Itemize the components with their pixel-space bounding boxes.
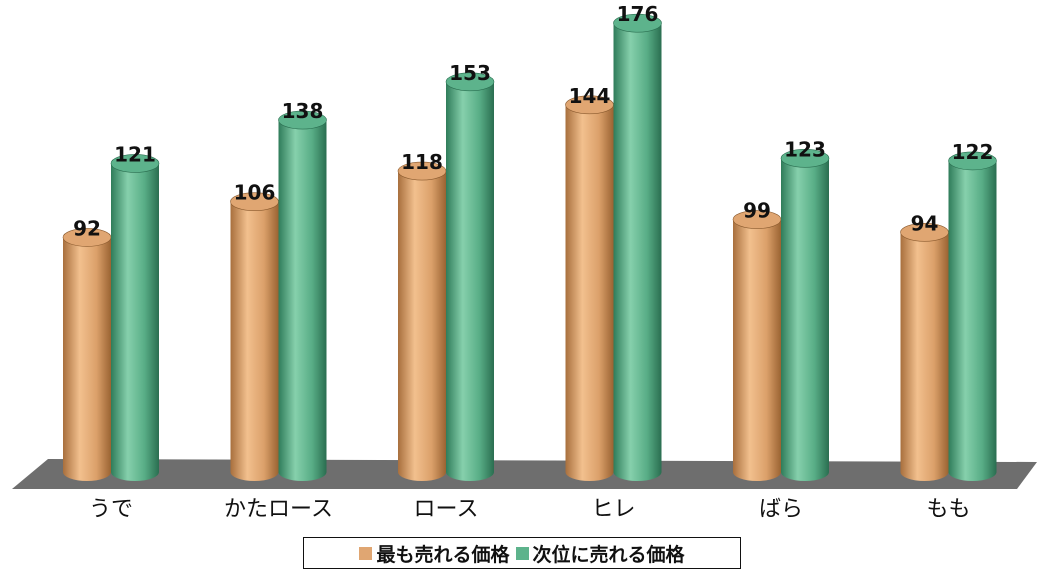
legend-item-series-1: 最も売れる価格 — [359, 540, 510, 567]
bar-series-2-6 — [948, 151, 997, 481]
category-label-1: うで — [89, 497, 133, 522]
category-label-5: ばら — [759, 497, 803, 522]
category-label-2: かたロース — [224, 497, 333, 522]
value-label-series-2-1: 121 — [114, 142, 156, 166]
bars-layer — [62, 13, 997, 481]
category-label-4: ヒレ — [591, 497, 635, 522]
chart-floor — [12, 459, 1037, 489]
legend-label-series-2: 次位に売れる価格 — [532, 543, 685, 566]
value-label-series-1-1: 92 — [73, 216, 101, 240]
bar-series-1-4 — [565, 95, 614, 481]
bar-series-2-4 — [613, 13, 662, 481]
value-label-series-1-5: 99 — [743, 199, 771, 223]
legend: 最も売れる価格 次位に売れる価格 — [303, 537, 741, 569]
value-label-series-1-4: 144 — [569, 84, 611, 108]
bar-series-1-3 — [397, 161, 447, 481]
legend-label-series-1: 最も売れる価格 — [376, 543, 510, 566]
value-label-series-2-2: 138 — [282, 99, 324, 123]
value-label-series-2-4: 176 — [617, 2, 659, 26]
bar-series-2-2 — [278, 110, 327, 481]
bar-series-2-3 — [445, 72, 495, 481]
value-label-series-2-5: 123 — [784, 137, 826, 161]
bar-series-1-5 — [732, 210, 782, 481]
labels-layer: 92 121 うで 106 138 かたロース 118 153 ロース 144 176 ヒレ 99 123… — [73, 2, 993, 522]
value-label-series-1-3: 118 — [401, 150, 443, 174]
bar-series-1-6 — [900, 223, 949, 481]
value-label-series-2-3: 153 — [449, 61, 491, 85]
value-label-series-1-6: 94 — [911, 211, 939, 235]
legend-swatch-series-2 — [515, 546, 529, 560]
value-label-series-1-2: 106 — [234, 181, 276, 205]
category-label-3: ロース — [414, 497, 479, 522]
bar-series-1-2 — [230, 192, 279, 481]
bar-series-2-1 — [110, 154, 160, 481]
legend-item-series-2: 次位に売れる価格 — [515, 540, 685, 567]
category-label-6: もも — [926, 497, 970, 522]
bar-series-2-5 — [780, 149, 830, 481]
bar-series-1-1 — [62, 228, 112, 481]
value-label-series-2-6: 122 — [952, 140, 994, 164]
legend-swatch-series-1 — [359, 546, 373, 560]
